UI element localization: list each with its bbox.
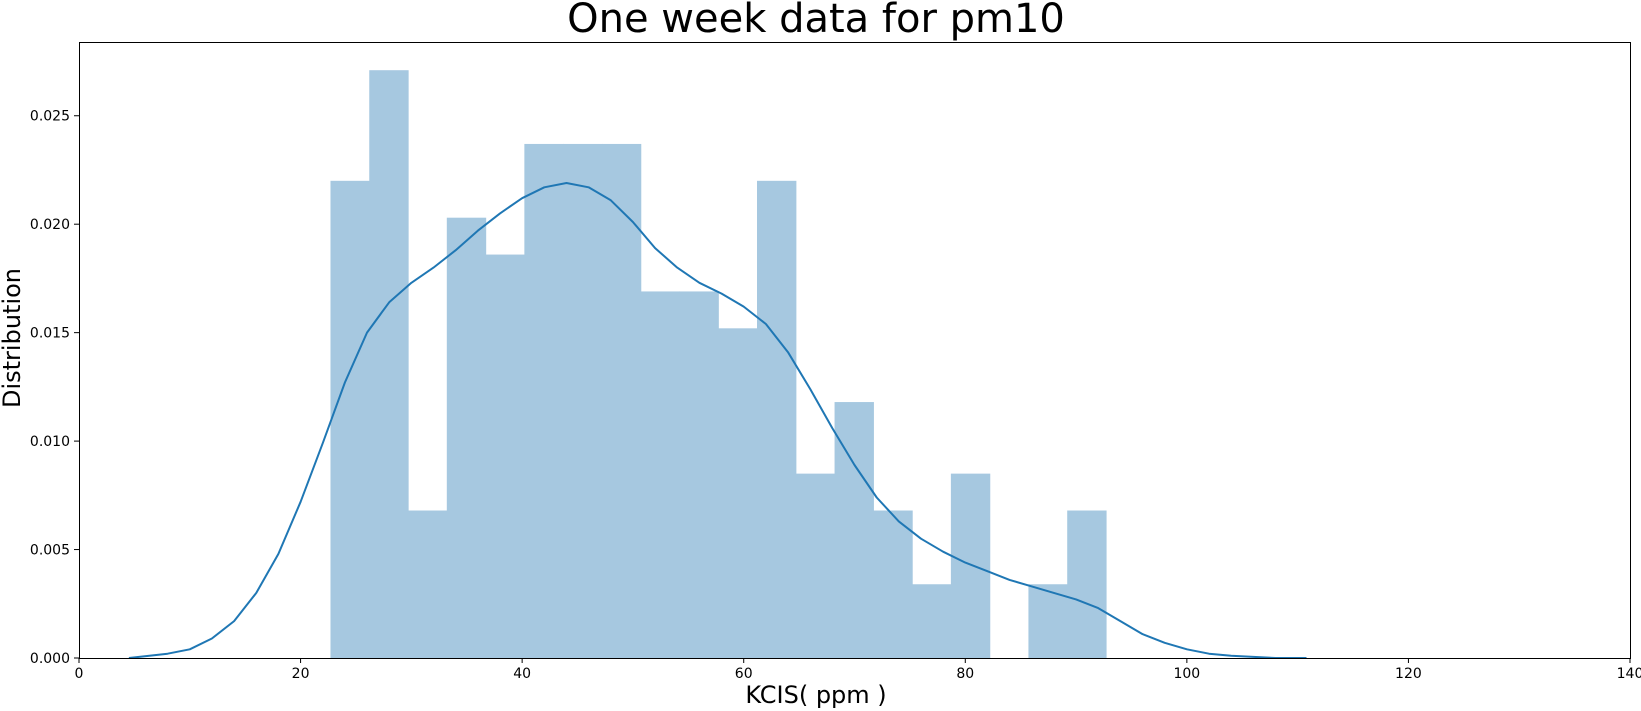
kde-curve-group (128, 182, 1307, 659)
histogram-bar (795, 473, 836, 658)
histogram-bar (912, 584, 952, 658)
histogram-bar (950, 473, 991, 658)
histogram-bar (1028, 584, 1068, 658)
x-tick-label: 80 (956, 666, 974, 682)
y-tick-label: 0.005 (30, 543, 70, 559)
y-tick-label: 0.020 (30, 217, 70, 233)
x-tick-label: 0 (75, 666, 84, 682)
x-axis-ticks: 0 20 40 60 80 100 120 140 (75, 658, 1641, 682)
histogram-bar (873, 510, 913, 658)
histogram-bar (485, 254, 525, 658)
x-tick-label: 100 (1173, 666, 1200, 682)
y-tick-label: 0.015 (30, 326, 70, 342)
histogram-bar (640, 291, 681, 658)
x-tick-label: 40 (513, 666, 531, 682)
kde-line (128, 182, 1307, 659)
plot-frame (79, 42, 1631, 659)
y-tick-label: 0.025 (30, 109, 70, 125)
y-axis-ticks: 0.000 0.005 0.010 0.015 0.020 0.025 (30, 109, 79, 667)
histogram-bar (834, 402, 874, 658)
histogram-bar (1067, 510, 1107, 658)
histogram-bar (563, 143, 603, 658)
x-tick-label: 120 (1395, 666, 1422, 682)
histogram-bar (524, 143, 564, 658)
x-tick-label: 60 (735, 666, 753, 682)
histogram-bars (330, 70, 1107, 659)
histogram-bar (718, 328, 758, 658)
chart-title: One week data for pm10 (567, 0, 1065, 42)
x-axis-label: KCIS( ppm ) (745, 681, 886, 709)
y-tick-label: 0.010 (30, 434, 70, 450)
histogram-bar (369, 70, 409, 658)
histogram-bar (408, 510, 448, 658)
histogram-bar (446, 217, 487, 659)
histogram-bar (330, 180, 370, 658)
y-axis-label: Distribution (0, 268, 26, 408)
y-tick-label: 0.000 (30, 651, 70, 667)
histogram-bar (601, 143, 642, 658)
x-tick-label: 20 (292, 666, 310, 682)
x-tick-label: 140 (1617, 666, 1641, 682)
histogram-bar (757, 180, 797, 658)
histogram-bar (679, 291, 719, 658)
